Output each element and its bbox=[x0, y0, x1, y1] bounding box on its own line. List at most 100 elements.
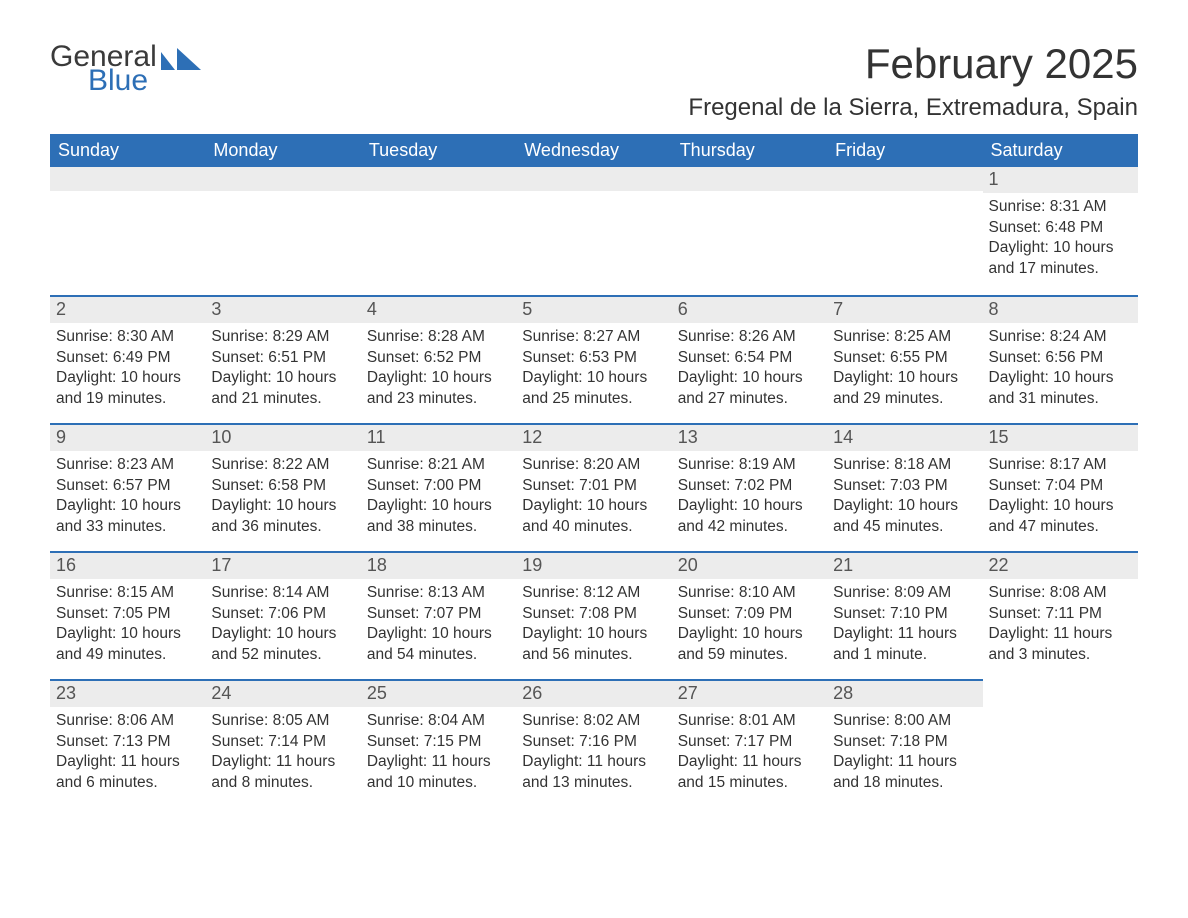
calendar-week-row: 9Sunrise: 8:23 AMSunset: 6:57 PMDaylight… bbox=[50, 423, 1138, 551]
calendar-day-cell bbox=[205, 167, 360, 295]
day-number: 1 bbox=[983, 167, 1138, 193]
day-number: 7 bbox=[827, 295, 982, 323]
weekday-header: Saturday bbox=[983, 134, 1138, 167]
day-number: 23 bbox=[50, 679, 205, 707]
sunrise-line: Sunrise: 8:17 AM bbox=[989, 455, 1132, 476]
day-details: Sunrise: 8:06 AMSunset: 7:13 PMDaylight:… bbox=[50, 707, 205, 797]
calendar-day-cell bbox=[516, 167, 671, 295]
day-details: Sunrise: 8:30 AMSunset: 6:49 PMDaylight:… bbox=[50, 323, 205, 413]
weekday-header: Monday bbox=[205, 134, 360, 167]
weekday-header: Thursday bbox=[672, 134, 827, 167]
sunrise-line: Sunrise: 8:10 AM bbox=[678, 583, 821, 604]
day-number: 18 bbox=[361, 551, 516, 579]
daylight-line: Daylight: 11 hours and 8 minutes. bbox=[211, 752, 354, 794]
calendar-day-cell: 11Sunrise: 8:21 AMSunset: 7:00 PMDayligh… bbox=[361, 423, 516, 551]
daylight-line: Daylight: 10 hours and 27 minutes. bbox=[678, 368, 821, 410]
sunset-line: Sunset: 7:07 PM bbox=[367, 604, 510, 625]
sunset-line: Sunset: 6:52 PM bbox=[367, 348, 510, 369]
daylight-line: Daylight: 10 hours and 25 minutes. bbox=[522, 368, 665, 410]
calendar-week-row: 16Sunrise: 8:15 AMSunset: 7:05 PMDayligh… bbox=[50, 551, 1138, 679]
calendar-day-cell: 21Sunrise: 8:09 AMSunset: 7:10 PMDayligh… bbox=[827, 551, 982, 679]
calendar-day-cell: 25Sunrise: 8:04 AMSunset: 7:15 PMDayligh… bbox=[361, 679, 516, 807]
daylight-line: Daylight: 11 hours and 15 minutes. bbox=[678, 752, 821, 794]
weekday-header: Sunday bbox=[50, 134, 205, 167]
day-number: 13 bbox=[672, 423, 827, 451]
calendar-week-row: 2Sunrise: 8:30 AMSunset: 6:49 PMDaylight… bbox=[50, 295, 1138, 423]
day-details: Sunrise: 8:25 AMSunset: 6:55 PMDaylight:… bbox=[827, 323, 982, 413]
sunset-line: Sunset: 7:02 PM bbox=[678, 476, 821, 497]
sunset-line: Sunset: 7:04 PM bbox=[989, 476, 1132, 497]
day-details: Sunrise: 8:02 AMSunset: 7:16 PMDaylight:… bbox=[516, 707, 671, 797]
calendar-day-cell: 23Sunrise: 8:06 AMSunset: 7:13 PMDayligh… bbox=[50, 679, 205, 807]
calendar-day-cell: 8Sunrise: 8:24 AMSunset: 6:56 PMDaylight… bbox=[983, 295, 1138, 423]
logo-text-block: General Blue bbox=[50, 40, 157, 98]
sunset-line: Sunset: 6:55 PM bbox=[833, 348, 976, 369]
weekday-header: Friday bbox=[827, 134, 982, 167]
sunset-line: Sunset: 7:18 PM bbox=[833, 732, 976, 753]
calendar-day-cell: 22Sunrise: 8:08 AMSunset: 7:11 PMDayligh… bbox=[983, 551, 1138, 679]
daylight-line: Daylight: 11 hours and 13 minutes. bbox=[522, 752, 665, 794]
daylight-line: Daylight: 11 hours and 18 minutes. bbox=[833, 752, 976, 794]
sunrise-line: Sunrise: 8:28 AM bbox=[367, 327, 510, 348]
calendar-week-row: 23Sunrise: 8:06 AMSunset: 7:13 PMDayligh… bbox=[50, 679, 1138, 807]
logo-text-blue: Blue bbox=[88, 64, 157, 98]
day-number: 20 bbox=[672, 551, 827, 579]
day-number: 15 bbox=[983, 423, 1138, 451]
sunset-line: Sunset: 6:54 PM bbox=[678, 348, 821, 369]
sunset-line: Sunset: 7:03 PM bbox=[833, 476, 976, 497]
calendar-day-cell: 15Sunrise: 8:17 AMSunset: 7:04 PMDayligh… bbox=[983, 423, 1138, 551]
sunrise-line: Sunrise: 8:02 AM bbox=[522, 711, 665, 732]
daylight-line: Daylight: 10 hours and 38 minutes. bbox=[367, 496, 510, 538]
sunrise-line: Sunrise: 8:15 AM bbox=[56, 583, 199, 604]
day-number: 10 bbox=[205, 423, 360, 451]
day-details: Sunrise: 8:15 AMSunset: 7:05 PMDaylight:… bbox=[50, 579, 205, 669]
empty-day-bar bbox=[827, 167, 982, 191]
calendar-day-cell: 26Sunrise: 8:02 AMSunset: 7:16 PMDayligh… bbox=[516, 679, 671, 807]
sunset-line: Sunset: 6:49 PM bbox=[56, 348, 199, 369]
daylight-line: Daylight: 10 hours and 33 minutes. bbox=[56, 496, 199, 538]
calendar-day-cell: 13Sunrise: 8:19 AMSunset: 7:02 PMDayligh… bbox=[672, 423, 827, 551]
day-number: 22 bbox=[983, 551, 1138, 579]
calendar-table: Sunday Monday Tuesday Wednesday Thursday… bbox=[50, 134, 1138, 807]
day-details: Sunrise: 8:20 AMSunset: 7:01 PMDaylight:… bbox=[516, 451, 671, 541]
day-number: 4 bbox=[361, 295, 516, 323]
daylight-line: Daylight: 11 hours and 10 minutes. bbox=[367, 752, 510, 794]
sunset-line: Sunset: 7:10 PM bbox=[833, 604, 976, 625]
daylight-line: Daylight: 10 hours and 42 minutes. bbox=[678, 496, 821, 538]
sunset-line: Sunset: 7:17 PM bbox=[678, 732, 821, 753]
sunset-line: Sunset: 7:08 PM bbox=[522, 604, 665, 625]
day-details: Sunrise: 8:23 AMSunset: 6:57 PMDaylight:… bbox=[50, 451, 205, 541]
sunrise-line: Sunrise: 8:18 AM bbox=[833, 455, 976, 476]
sunrise-line: Sunrise: 8:19 AM bbox=[678, 455, 821, 476]
day-details: Sunrise: 8:24 AMSunset: 6:56 PMDaylight:… bbox=[983, 323, 1138, 413]
calendar-day-cell bbox=[361, 167, 516, 295]
calendar-day-cell bbox=[672, 167, 827, 295]
daylight-line: Daylight: 10 hours and 29 minutes. bbox=[833, 368, 976, 410]
sunset-line: Sunset: 7:00 PM bbox=[367, 476, 510, 497]
calendar-day-cell bbox=[50, 167, 205, 295]
daylight-line: Daylight: 10 hours and 59 minutes. bbox=[678, 624, 821, 666]
day-number: 8 bbox=[983, 295, 1138, 323]
title-block: February 2025 Fregenal de la Sierra, Ext… bbox=[688, 40, 1138, 134]
calendar-day-cell: 27Sunrise: 8:01 AMSunset: 7:17 PMDayligh… bbox=[672, 679, 827, 807]
daylight-line: Daylight: 11 hours and 6 minutes. bbox=[56, 752, 199, 794]
sunset-line: Sunset: 7:05 PM bbox=[56, 604, 199, 625]
sunset-line: Sunset: 7:09 PM bbox=[678, 604, 821, 625]
day-details: Sunrise: 8:19 AMSunset: 7:02 PMDaylight:… bbox=[672, 451, 827, 541]
daylight-line: Daylight: 10 hours and 40 minutes. bbox=[522, 496, 665, 538]
sunset-line: Sunset: 6:48 PM bbox=[989, 218, 1132, 239]
empty-day-bar bbox=[205, 167, 360, 191]
weekday-header: Wednesday bbox=[516, 134, 671, 167]
sunset-line: Sunset: 6:58 PM bbox=[211, 476, 354, 497]
day-details: Sunrise: 8:12 AMSunset: 7:08 PMDaylight:… bbox=[516, 579, 671, 669]
sunrise-line: Sunrise: 8:29 AM bbox=[211, 327, 354, 348]
daylight-line: Daylight: 11 hours and 1 minute. bbox=[833, 624, 976, 666]
daylight-line: Daylight: 10 hours and 52 minutes. bbox=[211, 624, 354, 666]
day-number: 19 bbox=[516, 551, 671, 579]
sunrise-line: Sunrise: 8:00 AM bbox=[833, 711, 976, 732]
calendar-day-cell: 12Sunrise: 8:20 AMSunset: 7:01 PMDayligh… bbox=[516, 423, 671, 551]
day-details: Sunrise: 8:31 AMSunset: 6:48 PMDaylight:… bbox=[983, 193, 1138, 283]
calendar-week-row: 1Sunrise: 8:31 AMSunset: 6:48 PMDaylight… bbox=[50, 167, 1138, 295]
sunset-line: Sunset: 7:16 PM bbox=[522, 732, 665, 753]
daylight-line: Daylight: 10 hours and 17 minutes. bbox=[989, 238, 1132, 280]
